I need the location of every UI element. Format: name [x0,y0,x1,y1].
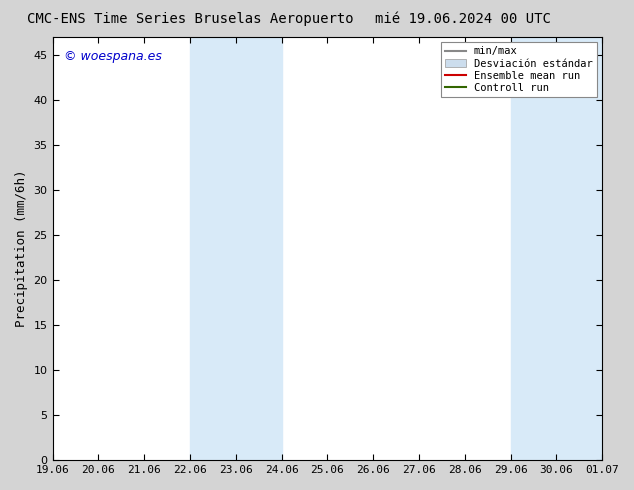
Legend: min/max, Desviación estándar, Ensemble mean run, Controll run: min/max, Desviación estándar, Ensemble m… [441,42,597,97]
Text: © woespana.es: © woespana.es [63,50,162,63]
Bar [190,37,281,460]
Y-axis label: Precipitation (mm/6h): Precipitation (mm/6h) [15,170,28,327]
Text: CMC-ENS Time Series Bruselas Aeropuerto: CMC-ENS Time Series Bruselas Aeropuerto [27,12,354,26]
Text: mié 19.06.2024 00 UTC: mié 19.06.2024 00 UTC [375,12,551,26]
Bar [510,37,602,460]
